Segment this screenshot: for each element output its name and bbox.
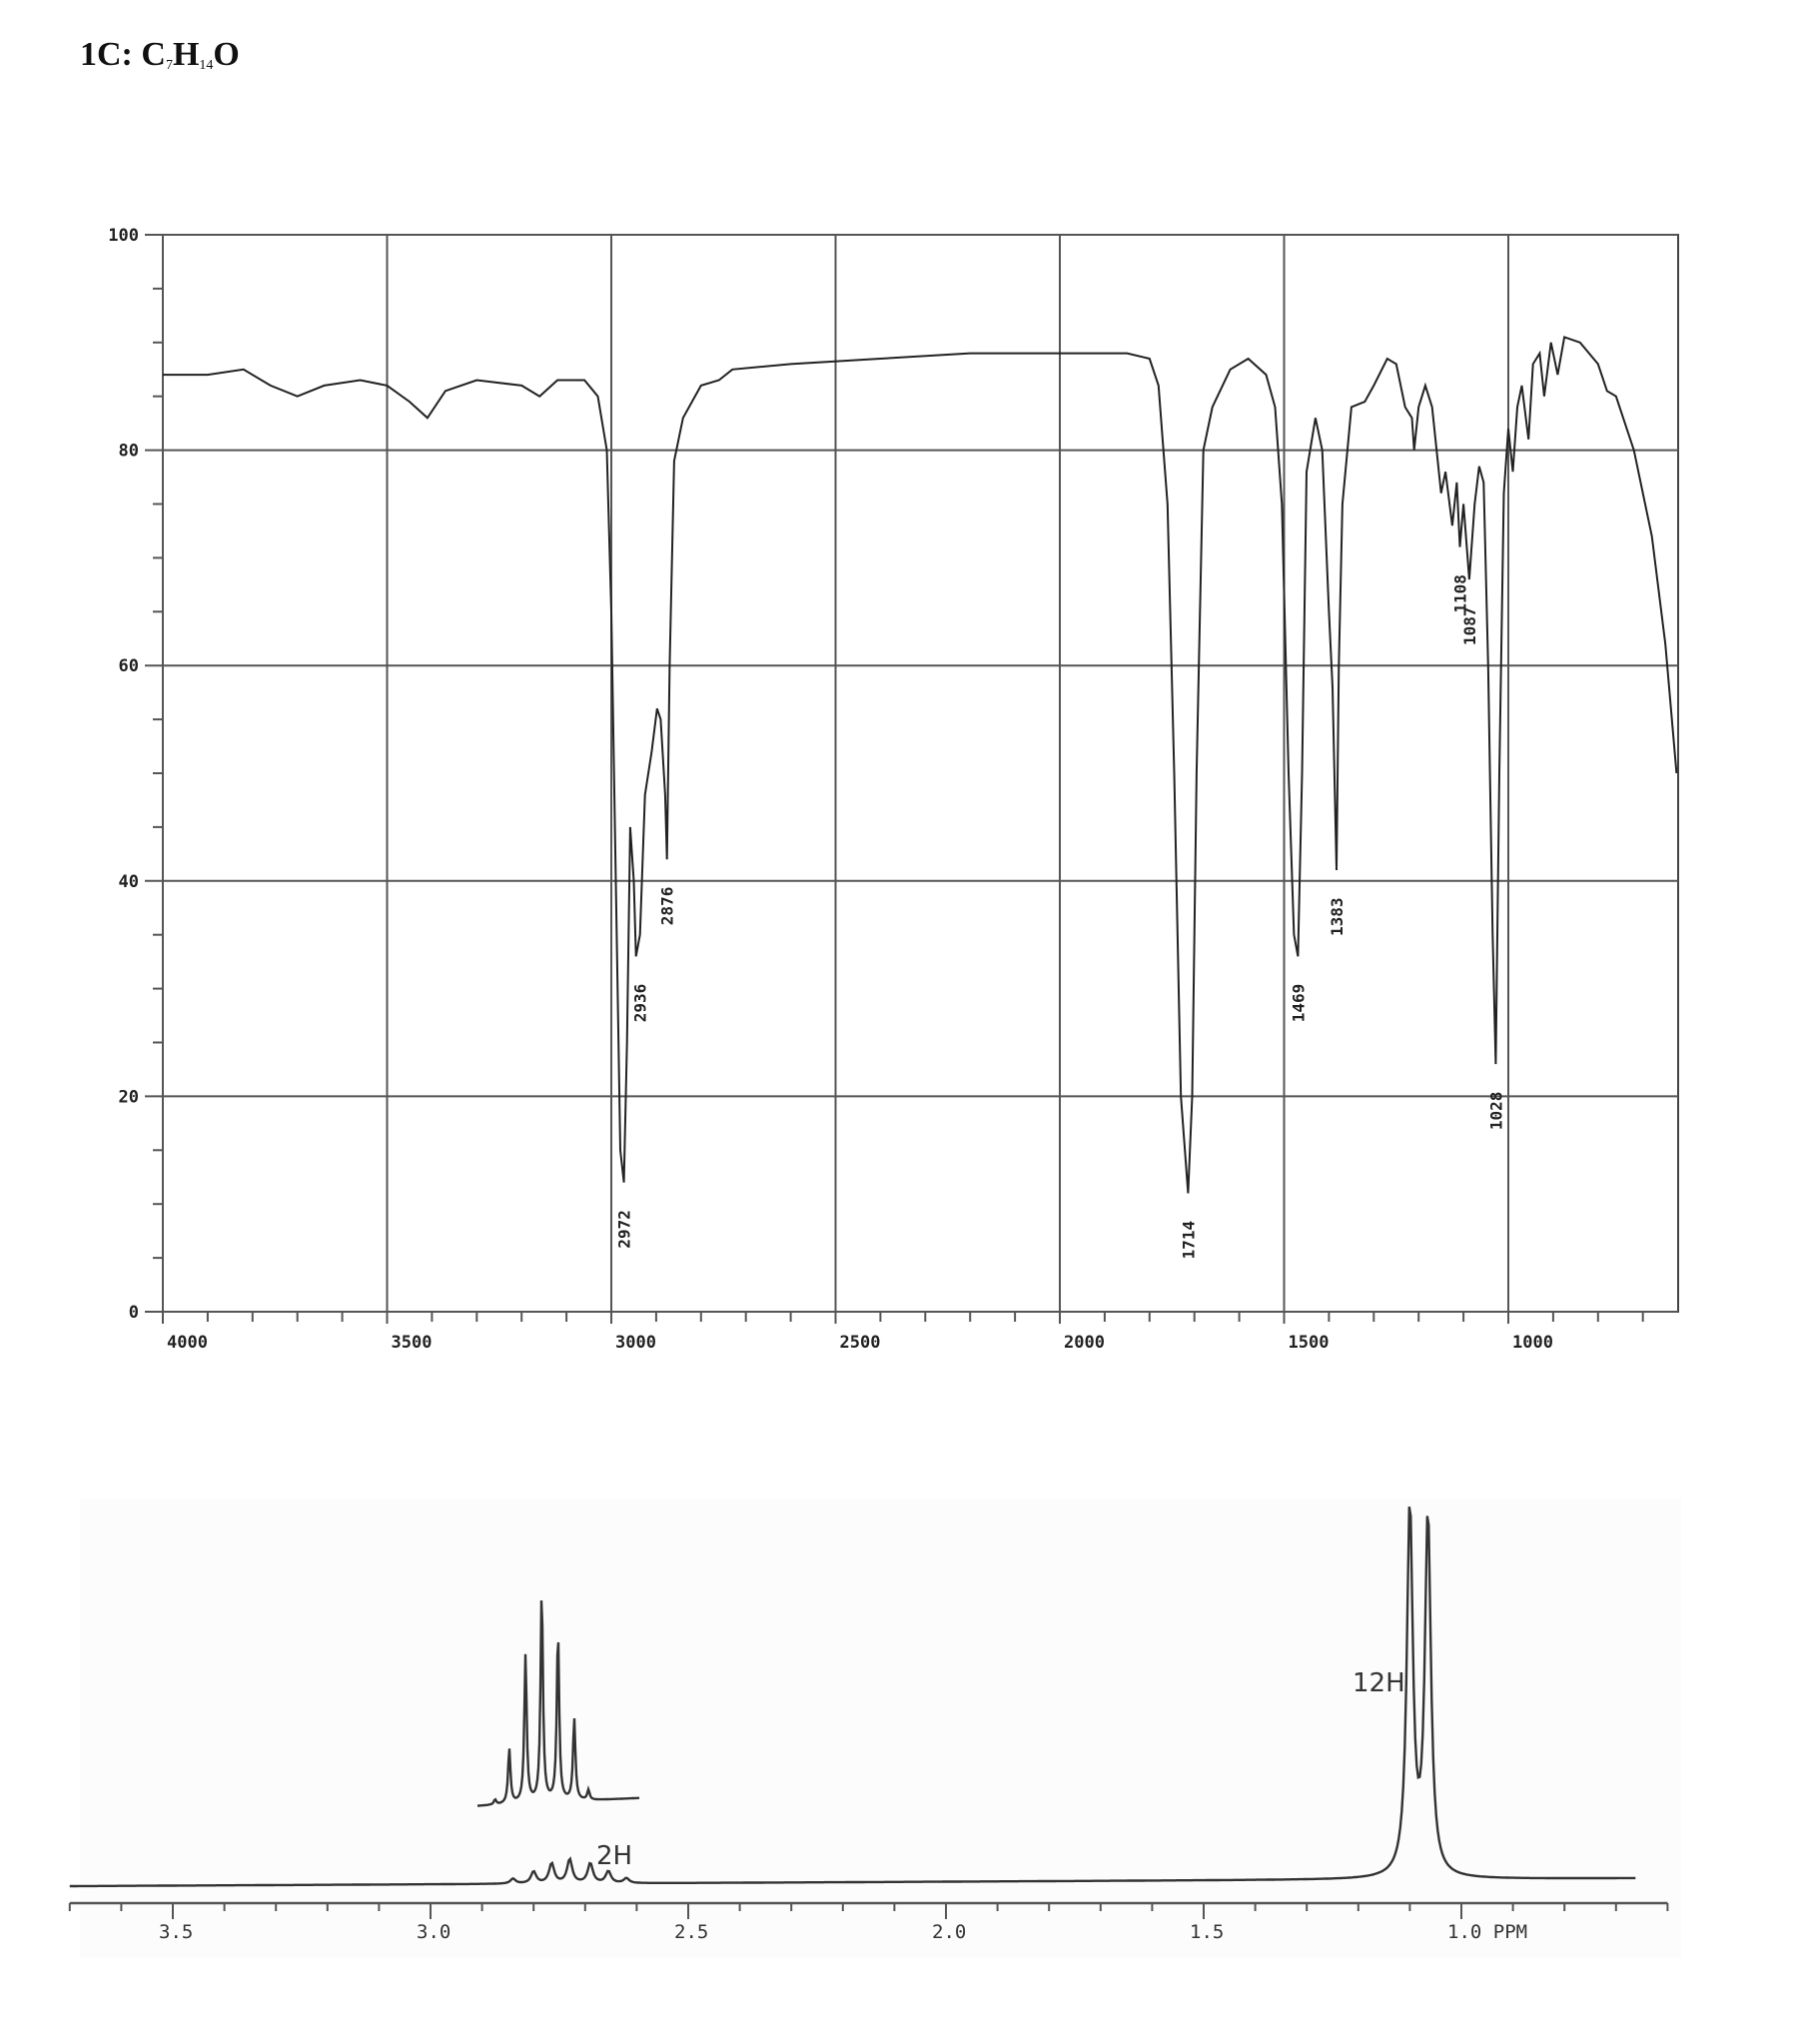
integration-label-2h: 2H bbox=[596, 1841, 632, 1871]
ir-peak-label: 2876 bbox=[658, 887, 677, 926]
nmr-main-trace bbox=[69, 1507, 1636, 1888]
nmr-panel-background bbox=[80, 1499, 1681, 1958]
ir-transmittance-curve bbox=[163, 336, 1678, 1194]
title-o: O bbox=[213, 36, 240, 73]
nmr-septet-inset-trace bbox=[476, 1599, 640, 1807]
page-title: 1C: C7H14O bbox=[80, 36, 240, 74]
ir-x-tick-label: 3000 bbox=[615, 1333, 656, 1353]
title-h: H bbox=[172, 36, 200, 73]
nmr-x-tick-label: 1.5 bbox=[1190, 1921, 1224, 1943]
title-c-subscript: 7 bbox=[165, 58, 173, 73]
ir-x-tick-label: 1000 bbox=[1512, 1333, 1553, 1353]
nmr-axis: 3.5 3.0 2.5 2.0 1.5 1.0 PPM bbox=[68, 1901, 1669, 1943]
ir-y-tick-label: 20 bbox=[119, 1087, 139, 1107]
ir-y-tick-label: 100 bbox=[108, 226, 139, 246]
ir-y-tick-label: 0 bbox=[129, 1303, 139, 1323]
title-h-subscript: 14 bbox=[199, 58, 214, 73]
ir-plot-frame bbox=[162, 234, 1679, 1313]
ir-x-tick-label: 2500 bbox=[840, 1333, 881, 1353]
ir-x-tick-label: 1500 bbox=[1289, 1333, 1330, 1353]
ir-peak-label: 1028 bbox=[1486, 1092, 1505, 1131]
integration-label-12h: 12H bbox=[1353, 1668, 1405, 1698]
ir-peak-label: 2936 bbox=[631, 984, 650, 1023]
nmr-x-tick-label: 3.5 bbox=[159, 1921, 193, 1943]
nmr-x-tick-label: 3.0 bbox=[417, 1921, 451, 1943]
nmr-x-tick-label: 2.5 bbox=[674, 1921, 708, 1943]
ir-peak-label: 1469 bbox=[1289, 984, 1308, 1023]
ir-axes: 0 20 40 60 80 100 4000 3500 3000 2500 2000 1500 1000 bbox=[108, 226, 1644, 1353]
ir-x-tick-label: 4000 bbox=[167, 1333, 208, 1353]
nmr-x-tick-label: 1.0 PPM bbox=[1447, 1921, 1527, 1943]
ir-peak-label: 1383 bbox=[1328, 897, 1347, 936]
ir-peak-label: 1087 bbox=[1460, 606, 1479, 645]
ir-peak-label: 1108 bbox=[1451, 574, 1470, 613]
title-prefix: 1C: C bbox=[80, 36, 166, 73]
nmr-x-tick-label: 2.0 bbox=[932, 1921, 966, 1943]
ir-peak-label: 1714 bbox=[1179, 1221, 1198, 1260]
ir-x-tick-label: 2000 bbox=[1064, 1333, 1105, 1353]
ir-y-tick-label: 80 bbox=[119, 442, 139, 462]
ir-y-tick-label: 60 bbox=[119, 656, 139, 676]
ir-grid bbox=[145, 234, 1679, 1324]
ir-y-tick-label: 40 bbox=[119, 872, 139, 892]
ir-spectrum-chart: 0 20 40 60 80 100 4000 3500 3000 2500 2000 1500 1000… bbox=[108, 226, 1679, 1353]
ir-x-tick-label: 3500 bbox=[392, 1333, 433, 1353]
ir-peak-label: 2972 bbox=[615, 1210, 634, 1249]
